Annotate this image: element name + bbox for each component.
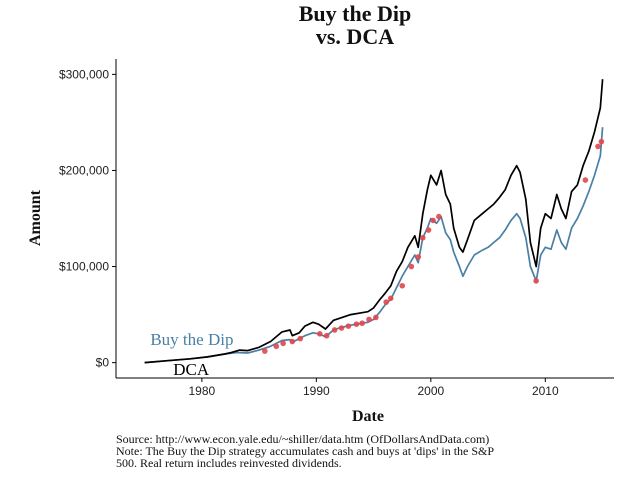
dip-buy-marker xyxy=(425,227,432,233)
series-label-dca: DCA xyxy=(173,360,210,379)
footnote-note-line-2: 500. Real return includes reinvested div… xyxy=(116,456,342,470)
dip-buy-marker xyxy=(598,138,605,145)
dip-buy-marker xyxy=(383,299,389,305)
series-line-buy-the-dip xyxy=(144,127,604,364)
series-label-buy-the-dip: Buy the Dip xyxy=(150,330,233,349)
x-tick-label: 1990 xyxy=(303,384,330,398)
chart-title-line-1: Buy the Dip xyxy=(299,1,411,26)
dip-buy-marker xyxy=(373,314,379,321)
dip-buy-marker xyxy=(323,332,330,339)
x-tick-label: 2010 xyxy=(532,384,559,398)
dip-buy-marker xyxy=(297,335,304,342)
dip-buy-marker xyxy=(582,177,589,183)
plot-area: $0 $100,000 $200,000 $300,000 1980 1990 2000 2… xyxy=(59,59,614,398)
x-axis-ticks: 1980 1990 2000 2010 xyxy=(189,378,559,398)
y-axis-title: Amount xyxy=(27,189,44,246)
series-line-dca xyxy=(144,79,604,364)
footnote-source: Source: http://www.econ.yale.edu/~shille… xyxy=(116,432,490,446)
dip-buy-marker xyxy=(387,295,394,302)
dip-buy-marker xyxy=(280,340,286,347)
dip-buy-marker xyxy=(436,213,442,220)
dip-buy-marker xyxy=(415,254,422,260)
y-axis-ticks: $0 $100,000 $200,000 $300,000 xyxy=(59,67,116,370)
dip-buy-marker xyxy=(338,325,345,331)
x-axis-title: Date xyxy=(352,408,384,425)
x-tick-label: 2000 xyxy=(417,384,444,398)
dip-buy-marker xyxy=(289,338,296,345)
dip-buy-marker xyxy=(345,323,352,329)
chart-title-line-2: vs. DCA xyxy=(316,24,394,49)
dip-buy-marker xyxy=(353,321,360,327)
dip-buy-marker xyxy=(399,282,406,289)
y-tick-label: $300,000 xyxy=(59,67,109,81)
x-tick-label: 1980 xyxy=(189,384,216,398)
dip-buy-marker xyxy=(420,234,426,241)
dip-buy-marker xyxy=(273,343,280,350)
dip-buy-marker xyxy=(408,263,415,270)
dip-buy-marker xyxy=(595,143,601,150)
dip-buy-marker xyxy=(359,320,365,327)
dip-buy-marker xyxy=(262,348,268,354)
footnote: Source: http://www.econ.yale.edu/~shille… xyxy=(116,433,616,469)
dip-buy-marker xyxy=(316,331,323,337)
dip-markers xyxy=(262,138,605,354)
y-tick-label: $200,000 xyxy=(59,163,109,177)
y-tick-label: $100,000 xyxy=(59,260,109,274)
dip-buy-marker xyxy=(366,316,372,323)
y-tick-label: $0 xyxy=(96,356,110,370)
dip-buy-marker xyxy=(533,278,539,284)
dip-buy-marker xyxy=(331,327,338,333)
dip-buy-marker xyxy=(430,217,436,224)
series-layer xyxy=(144,79,604,364)
footnote-note-line-1: Note: The Buy the Dip strategy accumulat… xyxy=(116,444,495,458)
